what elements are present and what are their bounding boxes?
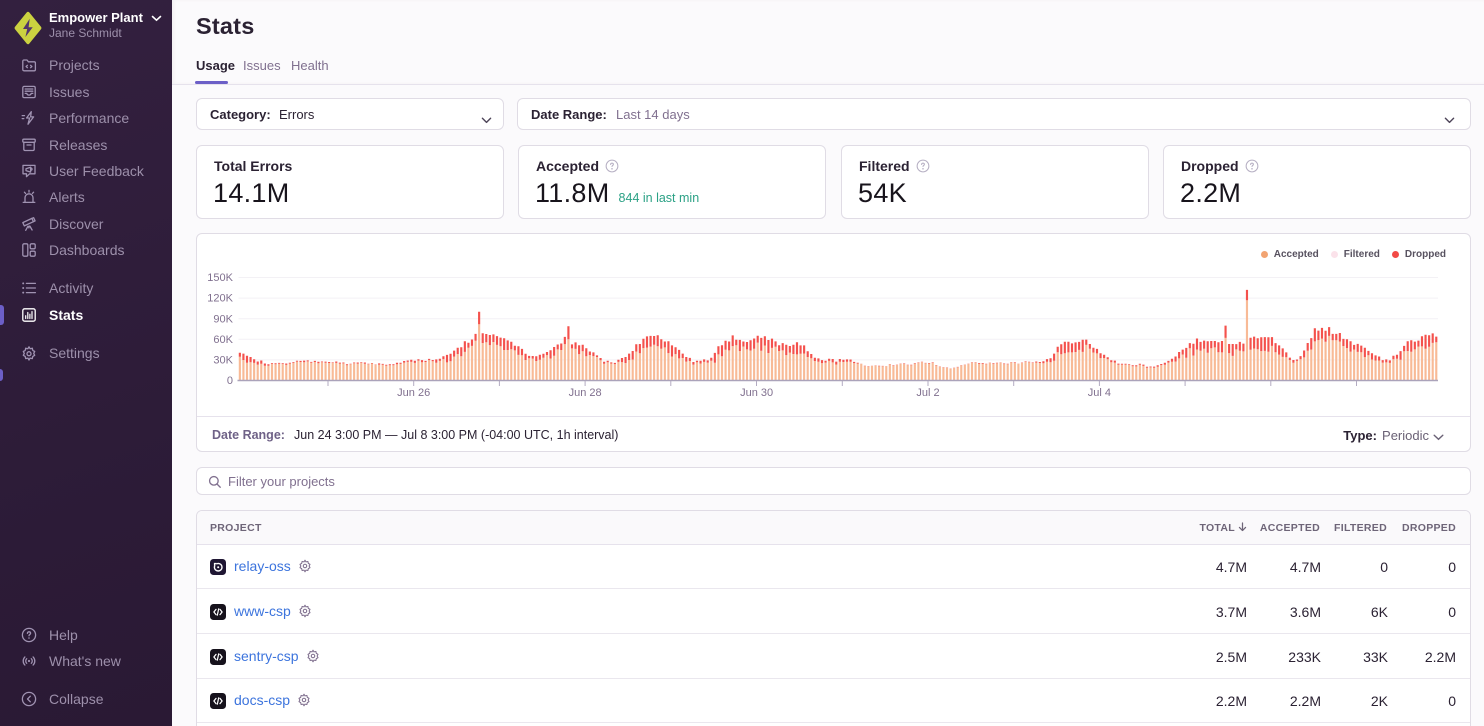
svg-text:60K: 60K [213,334,233,346]
svg-text:120K: 120K [207,293,233,305]
svg-text:150K: 150K [207,272,233,284]
svg-text:Jul 2: Jul 2 [916,387,939,399]
svg-text:Jun 26: Jun 26 [397,387,430,399]
svg-text:0: 0 [227,375,233,387]
svg-text:30K: 30K [213,355,233,367]
svg-text:Jul 4: Jul 4 [1088,387,1111,399]
svg-text:Jun 30: Jun 30 [740,387,773,399]
svg-text:Jun 28: Jun 28 [569,387,602,399]
svg-text:90K: 90K [213,313,233,325]
